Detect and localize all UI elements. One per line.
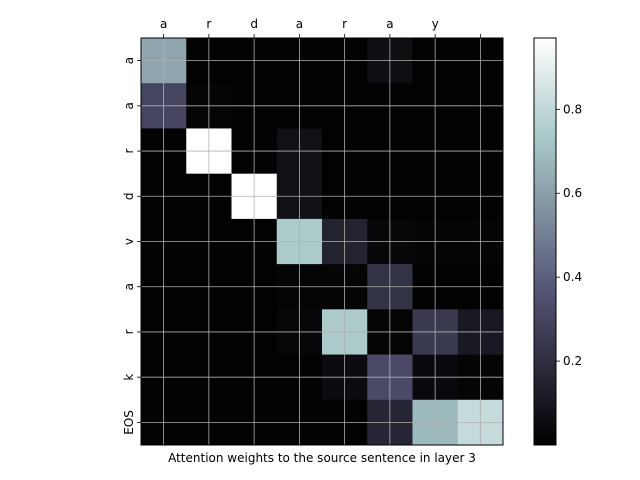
x-tick-label: a: [386, 17, 393, 31]
y-tick-label: d: [122, 192, 136, 200]
colorbar-ticks: 0.2 0.4 0.6 0.8: [556, 102, 582, 368]
colorbar-tick-label: 0.2: [563, 354, 582, 368]
x-tick-label: a: [296, 17, 303, 31]
colorbar-tick-label: 0.4: [563, 270, 582, 284]
x-tick-label: d: [250, 17, 258, 31]
y-axis-ticks: a a r d v a r k EOS: [122, 57, 141, 435]
heatmap-gridlines: [141, 38, 503, 445]
x-tick-label: a: [160, 17, 167, 31]
y-tick-label: a: [122, 57, 136, 64]
y-tick-label: EOS: [122, 410, 136, 435]
y-tick-label: v: [122, 238, 136, 245]
y-tick-label: a: [122, 283, 136, 290]
colorbar-tick-label: 0.8: [563, 102, 582, 116]
y-tick-label: k: [122, 374, 136, 381]
colorbar-gradient: [533, 37, 557, 446]
colorbar-tick-label: 0.6: [563, 186, 582, 200]
y-tick-label: r: [122, 329, 136, 334]
y-tick-label: a: [122, 102, 136, 109]
x-axis-label: Attention weights to the source sentence…: [168, 451, 476, 465]
x-tick-label: r: [342, 17, 347, 31]
x-tick-label: y: [432, 17, 439, 31]
x-tick-label: r: [206, 17, 211, 31]
y-tick-label: r: [122, 149, 136, 154]
